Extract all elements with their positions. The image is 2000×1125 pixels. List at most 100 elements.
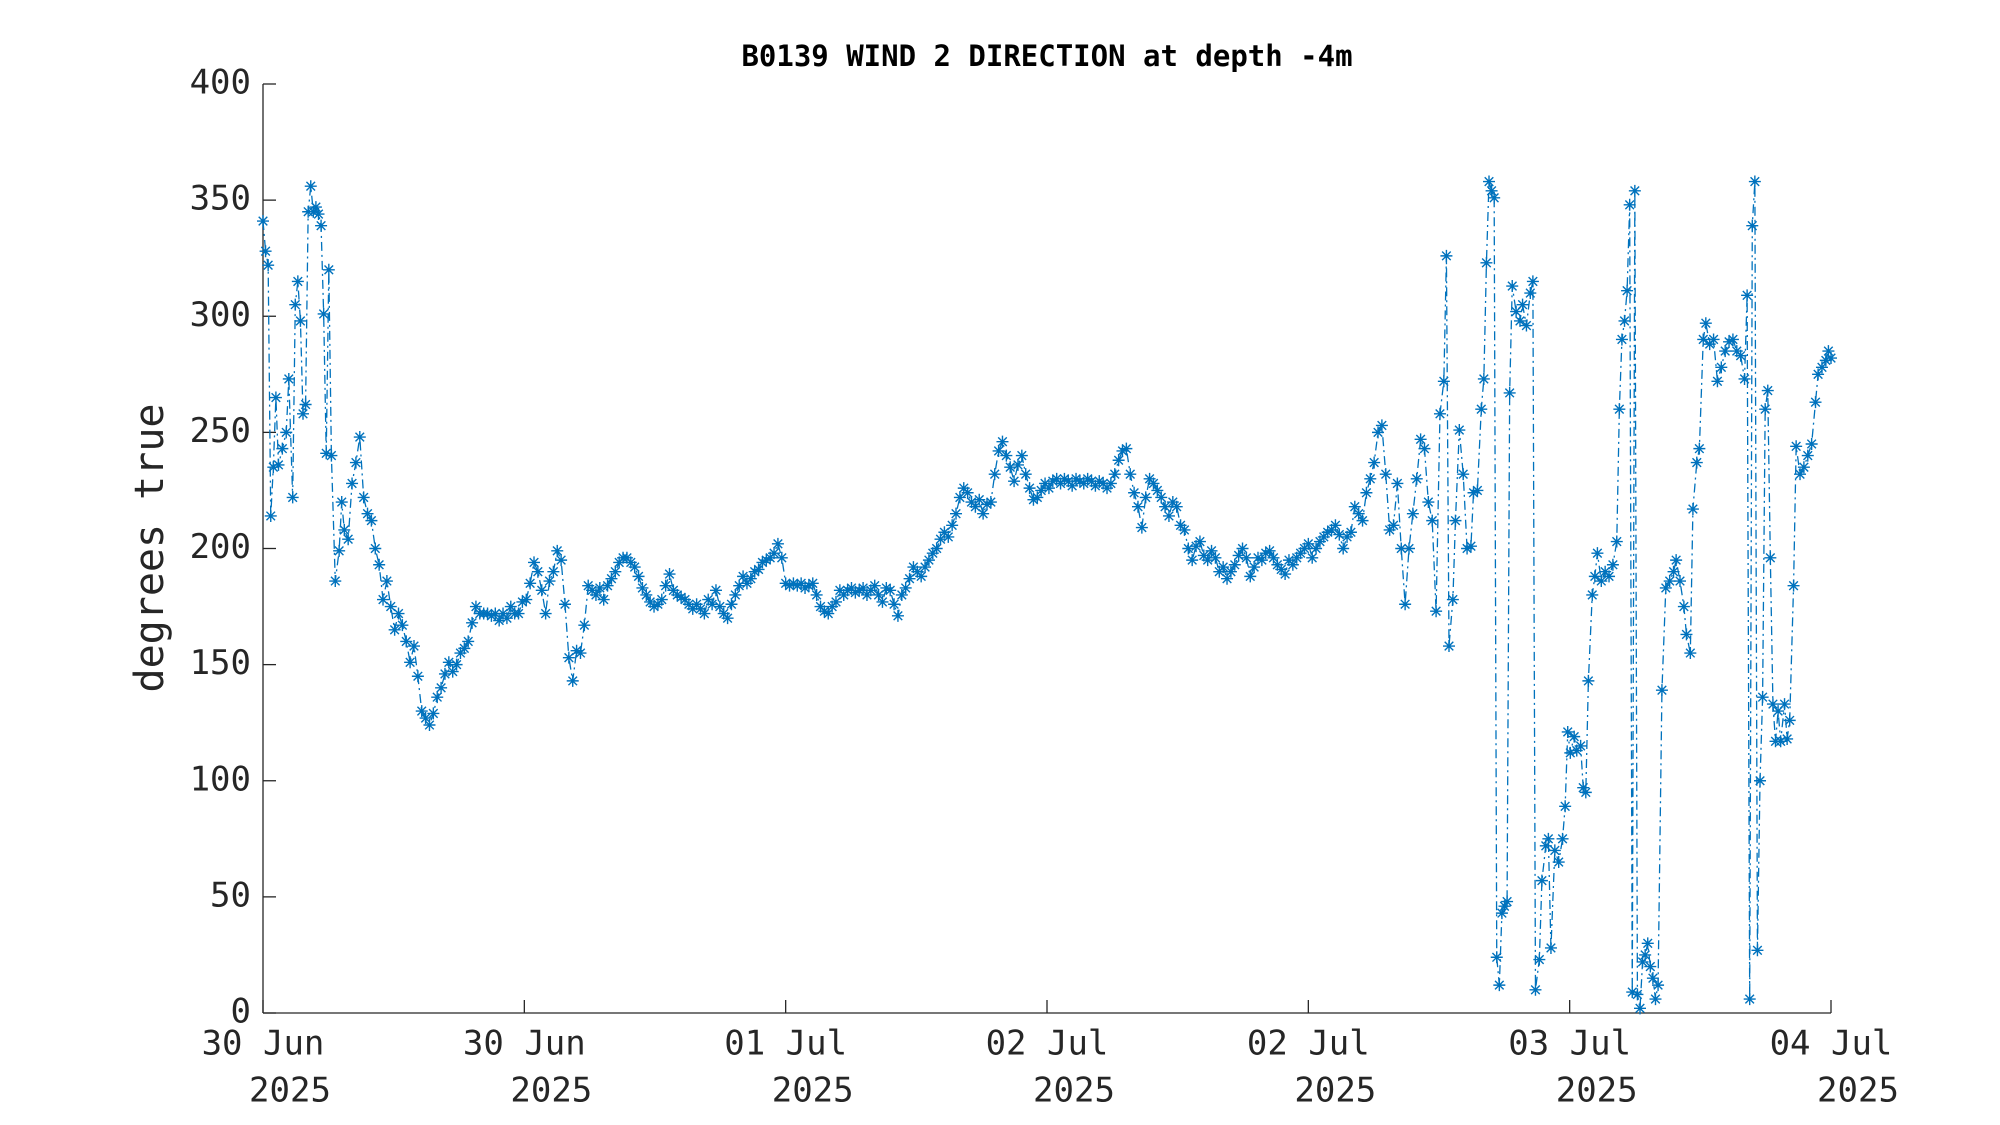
data-marker [1182,542,1195,555]
data-marker [1748,175,1761,188]
data-marker [1430,605,1443,618]
data-marker [1564,746,1577,759]
data-marker [286,491,299,504]
data-marker [1228,558,1241,571]
chart-title: B0139 WIND 2 DIRECTION at depth -4m [741,39,1352,73]
data-marker [259,245,272,258]
data-marker [829,595,842,608]
data-marker [1058,472,1071,485]
data-marker [481,607,494,620]
data-marker [1201,554,1214,567]
data-marker [1244,570,1257,583]
data-marker [791,579,804,592]
data-marker [1663,575,1676,588]
x-tick-label: 2025 [1033,1071,1115,1111]
data-marker [1774,735,1787,748]
data-marker [1764,551,1777,564]
data-marker [1263,544,1276,557]
data-marker [1414,433,1427,446]
data-marker [1279,568,1292,581]
data-marker [1761,384,1774,397]
data-marker [806,577,819,590]
data-marker [1626,986,1639,999]
data-marker [562,651,575,664]
data-marker [980,498,993,511]
data-marker [636,581,649,594]
data-marker [1461,542,1474,555]
data-marker [922,554,935,567]
data-marker [1344,526,1357,539]
data-marker [984,496,997,509]
data-marker [264,509,277,522]
data-marker [1812,368,1825,381]
y-tick-label: 300 [190,295,251,335]
data-marker [1574,739,1587,752]
data-marker [1501,895,1514,908]
data-marker [1379,468,1392,481]
data-marker [946,519,959,532]
data-marker [1155,491,1168,504]
data-marker [709,584,722,597]
y-tick-label: 250 [190,411,251,451]
x-tick-label: 30 Jun [463,1024,586,1064]
data-marker [1751,944,1764,957]
data-marker [1372,426,1385,439]
data-marker [431,691,444,704]
data-marker [822,607,835,620]
data-marker [516,595,529,608]
data-marker [1410,472,1423,485]
data-marker [489,607,502,620]
data-marker [1542,832,1555,845]
data-marker [257,215,269,228]
data-marker [267,461,280,474]
data-marker [1480,256,1493,269]
data-marker [1636,955,1649,968]
data-marker [1639,948,1652,961]
data-marker [733,579,746,592]
data-marker [1011,458,1024,471]
data-marker [1526,275,1539,288]
data-marker [1495,907,1508,920]
data-marker [1790,440,1803,453]
data-marker [1440,249,1453,262]
data-marker [706,598,719,611]
data-marker [1615,333,1628,346]
data-marker [1631,988,1644,1001]
data-marker [659,579,672,592]
data-marker [438,667,451,680]
data-marker [1232,549,1245,562]
data-marker [1603,570,1616,583]
data-marker [282,372,295,385]
data-marker [558,598,571,611]
data-marker [996,435,1009,448]
data-marker [737,570,750,583]
data-marker [1577,781,1590,794]
data-marker [884,584,897,597]
data-marker [1529,983,1542,996]
data-marker [349,456,362,469]
data-marker [768,547,781,560]
data-marker [294,314,307,327]
data-marker [663,568,676,581]
data-marker [1356,514,1369,527]
data-marker [1690,456,1703,469]
x-tick-label: 2025 [249,1071,331,1111]
data-marker [601,579,614,592]
data-marker [342,533,355,546]
data-marker [1805,437,1818,450]
data-marker [531,565,544,578]
data-marker [299,398,312,411]
data-marker [1618,314,1631,327]
data-marker [373,558,386,571]
data-marker [760,554,773,567]
data-marker [1186,554,1199,567]
data-marker [1464,540,1477,553]
y-tick-label: 0 [231,992,251,1032]
data-marker [849,586,862,599]
data-marker [1493,979,1506,992]
data-marker [1485,184,1498,197]
data-marker [1759,403,1772,416]
data-marker [1116,444,1129,457]
data-marker [1193,535,1206,548]
data-marker [427,707,440,720]
